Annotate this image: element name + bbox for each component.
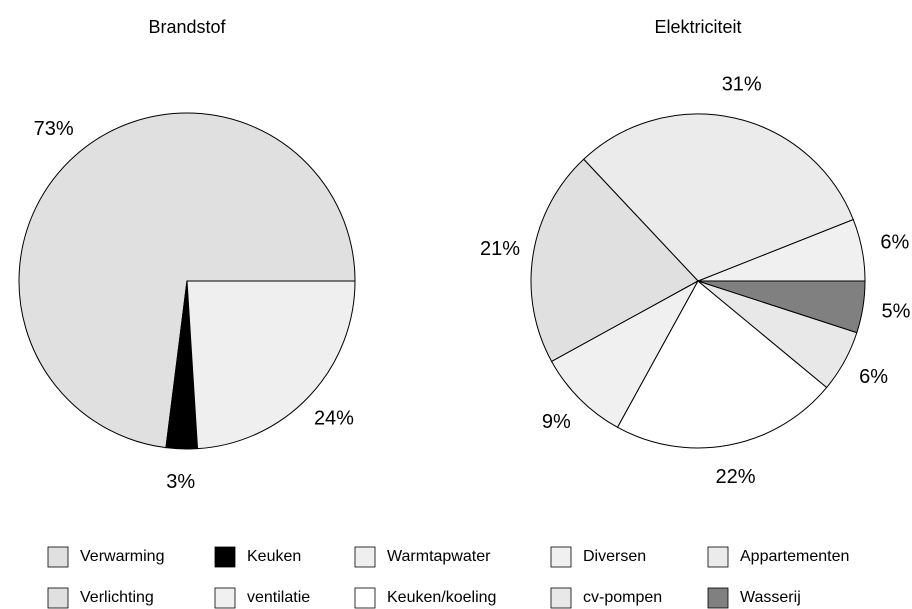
pie-slice: [697, 280, 866, 334]
legend-swatch: [707, 546, 729, 568]
legend-swatch: [47, 546, 69, 568]
pie-slice: [582, 113, 854, 282]
chart-title: Elektriciteit: [654, 17, 741, 37]
legend-swatch: [354, 587, 376, 609]
legend-swatch: [214, 546, 236, 568]
legend-label: ventilatie: [247, 589, 310, 606]
value-label: 3%: [166, 471, 195, 493]
legend-swatch: [214, 587, 236, 609]
legend-label: Wasserij: [740, 589, 801, 606]
legend-swatch: [707, 587, 729, 609]
value-label: 24%: [314, 407, 354, 429]
legend-label: cv-pompen: [583, 589, 662, 606]
value-label: 6%: [880, 232, 909, 254]
value-label: 5%: [881, 301, 910, 323]
legend-swatch: [354, 546, 376, 568]
legend-label: Diversen: [583, 548, 646, 565]
value-label: 73%: [34, 118, 74, 140]
legend-label: Verlichting: [80, 589, 154, 606]
value-label: 31%: [722, 74, 762, 96]
legend-label: Keuken: [247, 548, 301, 565]
legend-label: Keuken/koeling: [387, 589, 496, 606]
legend-label: Warmtapwater: [387, 548, 491, 565]
value-label: 6%: [859, 366, 888, 388]
legend-swatch: [47, 587, 69, 609]
legend-label: Verwarming: [80, 548, 164, 565]
value-label: 21%: [480, 238, 520, 260]
pie-slice: [616, 280, 828, 449]
pie-slice: [186, 280, 356, 450]
legend-swatch: [550, 546, 572, 568]
pie-slice: [550, 279, 700, 429]
pie-slice: [18, 112, 356, 449]
legend-label: Appartementen: [740, 548, 849, 565]
pie-slice: [530, 158, 699, 363]
chart-title: Brandstof: [148, 17, 226, 37]
value-label: 22%: [716, 466, 756, 488]
value-label: 9%: [542, 411, 571, 433]
legend-swatch: [550, 587, 572, 609]
